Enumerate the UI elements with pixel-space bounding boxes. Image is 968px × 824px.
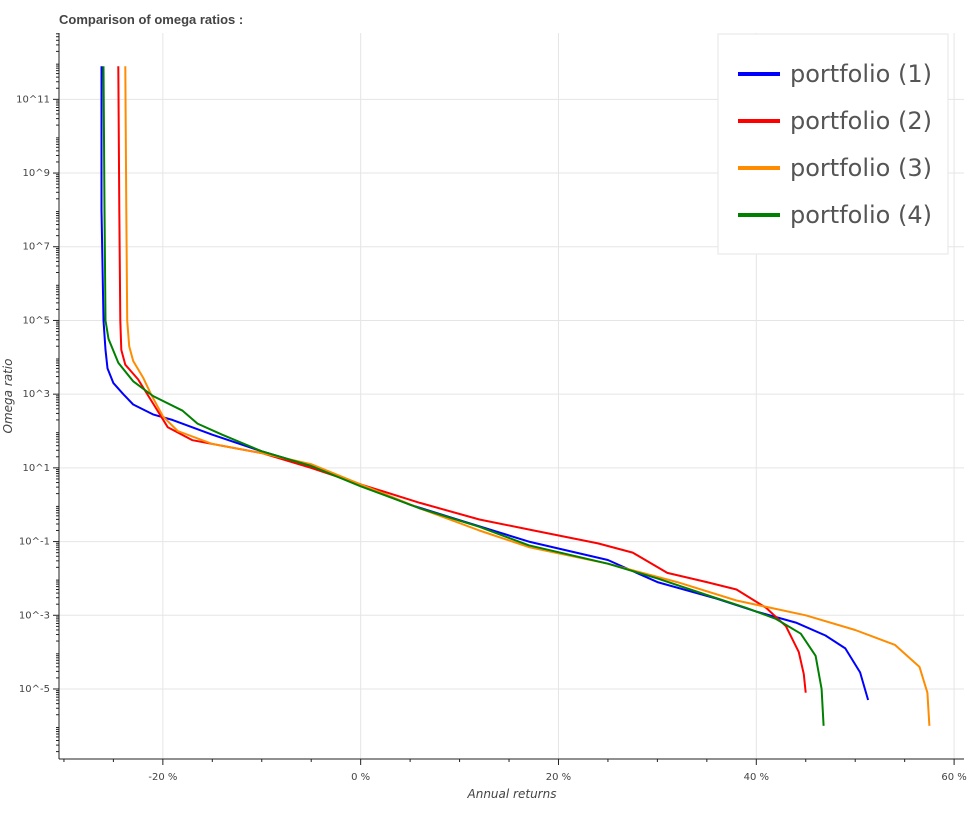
series-line-portfolio-4 [102, 66, 825, 726]
y-tick-label: 10^11 [16, 94, 50, 105]
series-line-portfolio-2 [117, 66, 807, 693]
y-axis-title: Omega ratio [1, 359, 15, 434]
grid [59, 33, 964, 759]
legend-box [717, 33, 949, 255]
y-tick-label: 10^9 [23, 168, 50, 179]
x-tick-label: 0 % [351, 772, 370, 783]
y-tick-label: 10^3 [23, 389, 50, 400]
x-tick-label: 40 % [744, 772, 769, 783]
y-tick-label: 10^5 [23, 315, 50, 326]
x-axis-title: Annual returns [467, 787, 557, 801]
series-lines [100, 66, 931, 726]
chart-title: Comparison of omega ratios : [59, 12, 244, 27]
legend-label-portfolio-2[interactable]: portfolio (2) [790, 107, 932, 135]
y-tick-label: 10^-5 [19, 684, 50, 695]
legend-label-portfolio-4[interactable]: portfolio (4) [790, 201, 932, 229]
legend-label-portfolio-3[interactable]: portfolio (3) [790, 154, 932, 182]
axis-ticks: -20 % 0 % 20 % 40 % 60 % 10^11 10^9 10^7 10^5 10^… [16, 33, 967, 783]
y-tick-label: 10^1 [23, 463, 50, 474]
y-tick-label: 10^-1 [19, 537, 50, 548]
y-tick-label: 10^-3 [19, 610, 50, 621]
series-line-portfolio-3 [124, 66, 931, 726]
legend-label-portfolio-1[interactable]: portfolio (1) [790, 60, 932, 88]
x-tick-label: 60 % [941, 772, 966, 783]
x-tick-label: 20 % [546, 772, 571, 783]
y-tick-label: 10^7 [23, 242, 50, 253]
x-tick-label: -20 % [148, 772, 177, 783]
legend[interactable]: portfolio (1) portfolio (2) portfolio (3) p… [717, 33, 949, 255]
